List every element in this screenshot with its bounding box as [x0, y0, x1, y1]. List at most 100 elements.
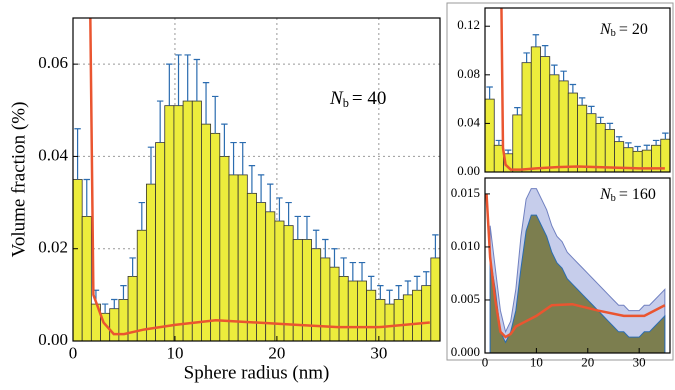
bar: [320, 257, 331, 341]
plot-frame: [484, 177, 671, 354]
annotation-text: = 40: [352, 88, 386, 109]
error-bar: [349, 261, 357, 282]
annotation-subscript: b: [343, 96, 349, 110]
annotation-symbol: N: [599, 186, 612, 203]
x-tick-label: 10: [530, 354, 543, 369]
error-bar: [662, 132, 669, 140]
x-tick-label: 0: [69, 344, 78, 363]
bar: [384, 303, 395, 341]
error-bar: [138, 201, 146, 231]
error-bar: [625, 142, 632, 148]
bar: [136, 229, 147, 341]
bar: [338, 275, 349, 341]
bar: [412, 289, 423, 341]
x-tick-label: 20: [268, 344, 285, 363]
error-bar: [615, 136, 623, 142]
error-bar: [111, 298, 118, 309]
error-bar: [523, 52, 530, 63]
x-tick-label: 30: [633, 354, 646, 369]
y-tick-label: 0.04: [457, 114, 480, 129]
error-bar: [423, 271, 430, 286]
bar: [586, 113, 597, 172]
error-bar: [606, 122, 614, 130]
plot-area: [485, 8, 670, 172]
error-bar: [652, 139, 660, 146]
bar: [347, 280, 358, 341]
x-tick-label: 20: [581, 354, 594, 369]
error-bar: [184, 54, 191, 102]
error-bar: [74, 128, 81, 180]
bar: [265, 211, 276, 341]
error-bar: [83, 178, 90, 217]
error-bar: [147, 146, 155, 185]
error-bar: [101, 303, 109, 314]
error-bar: [413, 275, 421, 291]
bar: [530, 46, 541, 172]
error-bar: [377, 285, 384, 300]
error-bar: [395, 285, 402, 300]
y-tick-label: 0.00: [457, 163, 480, 178]
inset-frame: [446, 2, 674, 361]
x-tick-label: 0: [482, 354, 489, 369]
error-bar: [239, 141, 246, 175]
error-bar: [129, 257, 136, 277]
y-tick-label: 0.02: [38, 238, 68, 257]
bar: [540, 56, 551, 172]
annotation-symbol: N: [599, 21, 612, 38]
bar: [329, 266, 340, 341]
plot-frame: [72, 17, 441, 342]
error-bar: [175, 54, 182, 106]
bar: [191, 100, 202, 341]
error-bar: [294, 215, 301, 240]
error-bar: [193, 58, 201, 102]
bar: [567, 92, 578, 172]
error-bar: [578, 97, 586, 106]
error-bar: [276, 197, 283, 222]
model-curve: [485, 193, 666, 339]
error-bar: [486, 86, 493, 100]
bar: [357, 280, 367, 341]
error-bar: [340, 257, 347, 277]
annotation: Nb = 160: [599, 186, 656, 205]
y-tick-label: 0.010: [451, 238, 480, 253]
error-bar: [597, 116, 604, 124]
error-bar: [634, 145, 641, 152]
plot-area: [73, 18, 440, 341]
bar: [512, 114, 523, 172]
error-bar: [504, 149, 512, 154]
error-bar: [367, 275, 375, 291]
error-bar: [248, 165, 256, 194]
error-bar: [541, 45, 549, 57]
plot-frame: [484, 7, 671, 173]
bar: [256, 202, 267, 341]
bar: [604, 129, 615, 172]
annotation-text: = 20: [619, 21, 648, 38]
bar: [246, 192, 257, 341]
bar: [73, 179, 83, 341]
error-bar: [221, 123, 228, 157]
bar: [201, 123, 212, 341]
bar: [145, 183, 156, 341]
error-bar: [312, 229, 320, 249]
bar: [81, 216, 92, 341]
annotation-subscript: b: [611, 193, 616, 204]
error-bar: [551, 64, 558, 75]
model-curve: [89, 18, 430, 336]
bar: [521, 62, 532, 172]
bar: [375, 299, 386, 341]
error-bar: [120, 285, 127, 300]
error-bar: [560, 70, 567, 81]
error-bar: [569, 83, 577, 94]
bar: [237, 174, 248, 341]
error-bar: [404, 280, 412, 295]
bar: [219, 156, 230, 341]
bar: [402, 294, 413, 341]
y-tick-label: 0.015: [451, 185, 480, 200]
bar: [228, 174, 239, 341]
annotation-symbol: N: [329, 88, 344, 109]
bar: [155, 142, 166, 341]
x-axis-label: Sphere radius (nm): [184, 362, 330, 383]
error-bar: [588, 105, 595, 114]
error-bar: [495, 139, 503, 146]
